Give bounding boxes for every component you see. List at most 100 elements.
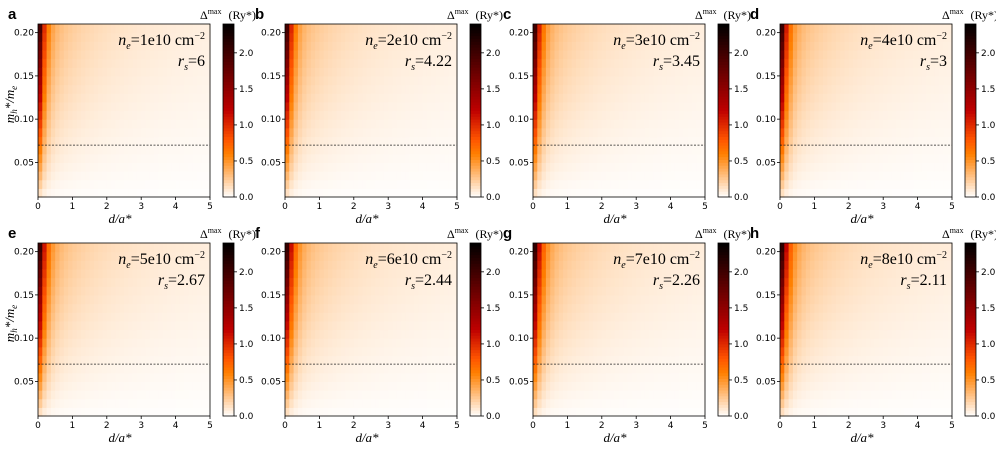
heatmap-cell (106, 243, 112, 253)
heatmap-cell (545, 119, 551, 129)
heatmap-cell (674, 101, 680, 112)
heatmap-cell (154, 145, 159, 155)
colorbar-segment (718, 139, 729, 143)
heatmap-cell (55, 84, 61, 94)
heatmap-cell (874, 101, 880, 112)
heatmap-cell (396, 162, 402, 172)
heatmap-cell (913, 67, 919, 77)
heatmap-cell (909, 41, 914, 51)
heatmap-cell (149, 355, 155, 365)
colorbar-segment (965, 139, 976, 143)
heatmap-cell (171, 162, 177, 172)
heatmap-cell (396, 41, 402, 51)
heatmap-cell (593, 93, 599, 103)
heatmap-cell (601, 93, 607, 103)
heatmap-cell (59, 294, 65, 305)
heatmap-cell (452, 153, 458, 163)
heatmap-cell (89, 312, 95, 322)
heatmap-cell (336, 41, 342, 51)
heatmap-cell (878, 32, 884, 42)
heatmap-cell (188, 390, 194, 400)
heatmap-cell (167, 101, 172, 112)
heatmap-cell (81, 407, 86, 417)
heatmap-cell (388, 41, 394, 51)
heatmap-cell (98, 268, 104, 279)
heatmap-cell (401, 75, 406, 86)
heatmap-cell (896, 101, 901, 112)
heatmap-cell (63, 84, 69, 94)
heatmap-cell (171, 179, 177, 189)
heatmap-cell (913, 41, 919, 51)
heatmap-cell (840, 101, 846, 112)
heatmap-cell (319, 251, 325, 261)
heatmap-cell (162, 49, 168, 60)
heatmap-cell (366, 398, 372, 408)
heatmap-cell (917, 127, 923, 138)
heatmap-cell (55, 119, 61, 129)
heatmap-cell (306, 251, 312, 261)
heatmap-cell (68, 32, 73, 42)
heatmap-cell (810, 162, 815, 172)
heatmap-cell (939, 32, 944, 42)
heatmap-cell (861, 101, 867, 112)
heatmap-cell (431, 153, 437, 163)
heatmap-cell (289, 127, 295, 138)
heatmap-cell (939, 110, 944, 120)
heatmap-cell (383, 338, 389, 348)
colorbar-segment (470, 110, 481, 114)
heatmap-cell (797, 93, 803, 103)
colorbar-segment (223, 156, 234, 161)
heatmap-cell (68, 84, 73, 94)
heatmap-cell (38, 251, 43, 261)
heatmap-cell (588, 101, 594, 112)
heatmap-cell (285, 93, 290, 103)
heatmap-cell (870, 171, 876, 181)
heatmap-cell (201, 286, 207, 296)
heatmap-cell (63, 268, 69, 279)
heatmap-cell (444, 145, 449, 155)
heatmap-cell (567, 58, 573, 68)
heatmap-cell (297, 320, 303, 331)
heatmap-cell (81, 84, 86, 94)
colorbar-segment (223, 61, 234, 65)
heatmap-cell (900, 136, 906, 146)
heatmap-cell (371, 303, 376, 313)
heatmap-cell (297, 294, 303, 305)
heatmap-cell (840, 58, 846, 68)
heatmap-cell (115, 67, 121, 77)
heatmap-cell (835, 101, 841, 112)
heatmap-cell (823, 171, 828, 181)
heatmap-cell (119, 119, 125, 129)
heatmap-cell (366, 355, 372, 365)
heatmap-cell (379, 398, 385, 408)
colorbar-segment (718, 159, 729, 163)
heatmap-cell (55, 381, 61, 391)
heatmap-cell (89, 41, 95, 51)
heatmap-cell (128, 372, 134, 382)
heatmap-cell (332, 32, 338, 42)
heatmap-cell (887, 162, 893, 172)
heatmap-cell (345, 110, 351, 120)
colorbar-segment (965, 87, 976, 91)
heatmap-cell (392, 179, 398, 189)
heatmap-cell (55, 355, 61, 365)
colorbar-segment (223, 176, 234, 181)
heatmap-cell (853, 101, 858, 112)
heatmap-cell (302, 32, 308, 42)
heatmap-cell (619, 93, 624, 103)
heatmap-cell (197, 303, 202, 313)
colorbar-tick-label: 2.0 (981, 49, 996, 59)
heatmap-cell (870, 93, 876, 103)
colorbar-segment (470, 139, 481, 143)
heatmap-cell (158, 49, 164, 60)
heatmap-cell (844, 32, 850, 42)
heatmap-cell (115, 75, 121, 86)
colorbar-segment (223, 136, 234, 140)
heatmap-cell (72, 162, 78, 172)
heatmap-cell (448, 110, 454, 120)
heatmap-cell (145, 338, 151, 348)
heatmap-cell (175, 119, 181, 129)
heatmap-cell (179, 407, 185, 417)
heatmap-cell (649, 188, 654, 198)
heatmap-cell (857, 49, 863, 60)
